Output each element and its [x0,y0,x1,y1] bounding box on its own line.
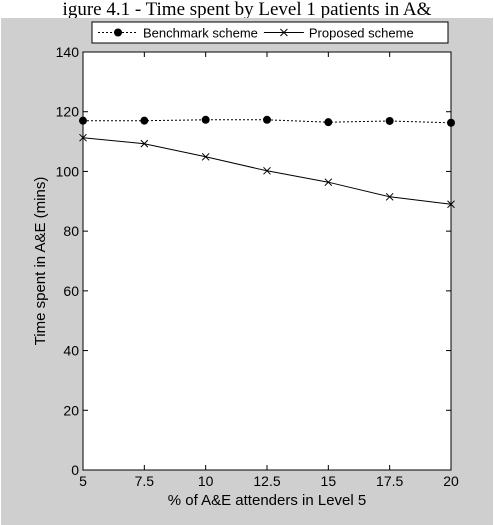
y-tick-label: 0 [71,462,79,478]
data-point-benchmark-scheme [385,116,394,125]
y-tick-label: 60 [63,283,79,299]
y-axis-label: Time spent in A&E (mins) [32,177,49,346]
legend-label-benchmark-scheme: Benchmark scheme [143,26,258,41]
x-tick-label: 12.5 [253,473,280,489]
figure-caption: igure 4.1 - Time spent by Level 1 patien… [62,0,432,20]
y-tick-label: 140 [56,44,80,60]
line-chart: 0 20 40 60 80 100 120 140 5 7.5 10 12.5 15 17.5 20 % of… [32,21,459,509]
data-point-proposed-scheme [263,166,271,175]
y-tick-label: 100 [56,163,80,179]
x-tick-label: 5 [79,473,87,489]
data-point-benchmark-scheme [140,116,149,125]
data-point-proposed-scheme [140,139,149,148]
x-tick-label: 10 [198,473,214,489]
data-point-benchmark-scheme [201,115,210,124]
data-point-proposed-scheme [324,178,333,187]
chart-figure: 0 20 40 60 80 100 120 140 5 7.5 10 12.5 15 17.5 20 % of… [1,18,493,525]
y-tick-label: 120 [56,104,80,120]
x-axis-label: % of A&E attenders in Level 5 [168,492,366,509]
x-tick-label: 7.5 [135,473,155,489]
y-tick-label: 40 [63,343,79,359]
data-point-benchmark-scheme [263,115,271,124]
x-tick-label: 20 [443,473,459,489]
legend-marker-proposed-scheme [280,28,288,37]
x-tick-label: 17.5 [376,473,403,489]
data-point-proposed-scheme [201,152,210,161]
x-tick-label: 15 [321,473,337,489]
plot-area [83,52,451,470]
data-point-proposed-scheme [385,192,394,201]
y-tick-label: 80 [63,223,79,239]
legend-marker-benchmark-scheme [114,28,122,37]
legend-label-proposed-scheme: Proposed scheme [309,26,414,41]
y-tick-label: 20 [63,402,79,418]
data-point-benchmark-scheme [324,118,333,127]
